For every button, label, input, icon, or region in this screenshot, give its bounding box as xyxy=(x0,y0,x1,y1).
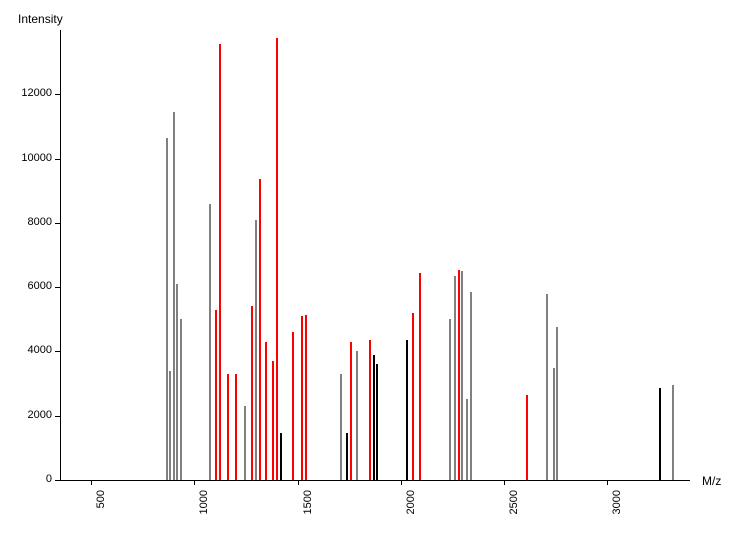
peak-bar xyxy=(227,374,229,480)
peak-bar xyxy=(449,319,451,480)
peak-bar xyxy=(419,273,421,480)
peak-bar xyxy=(556,327,558,480)
peak-bar xyxy=(350,342,352,480)
peak-bar xyxy=(553,368,555,481)
y-tick-label: 12000 xyxy=(10,87,52,99)
x-tick-label: 2500 xyxy=(508,490,520,524)
peak-bar xyxy=(215,310,217,480)
peak-bar xyxy=(376,364,378,480)
peak-bar xyxy=(292,332,294,480)
peak-bar xyxy=(251,306,253,480)
y-tick xyxy=(55,287,60,288)
x-tick-label: 500 xyxy=(95,490,107,524)
peak-bar xyxy=(301,316,303,480)
peak-bar xyxy=(466,399,468,480)
peak-bar xyxy=(470,292,472,480)
y-tick-label: 4000 xyxy=(10,344,52,356)
peak-bar xyxy=(454,276,456,480)
x-axis-title: M/z xyxy=(702,474,721,488)
peak-bar xyxy=(272,361,274,480)
peak-bar xyxy=(659,388,661,480)
peak-bar xyxy=(173,112,175,480)
y-axis xyxy=(60,30,61,480)
x-tick xyxy=(194,480,195,485)
y-tick xyxy=(55,480,60,481)
peak-bar xyxy=(265,342,267,480)
peak-bar xyxy=(412,313,414,480)
x-tick xyxy=(91,480,92,485)
y-axis-title: Intensity xyxy=(18,12,63,26)
peak-bar xyxy=(672,385,674,480)
peak-bar xyxy=(373,355,375,480)
peak-bar xyxy=(169,371,171,480)
y-tick xyxy=(55,94,60,95)
peak-bar xyxy=(546,294,548,480)
peak-bar xyxy=(461,271,463,480)
y-tick-label: 6000 xyxy=(10,280,52,292)
y-tick-label: 0 xyxy=(10,473,52,485)
y-tick xyxy=(55,351,60,352)
peak-bar xyxy=(259,179,261,480)
x-tick xyxy=(504,480,505,485)
peak-bar xyxy=(406,340,408,480)
peak-bar xyxy=(305,315,307,480)
y-tick-label: 10000 xyxy=(10,152,52,164)
x-axis xyxy=(60,480,690,481)
peak-bar xyxy=(235,374,237,480)
peak-bar xyxy=(369,340,371,480)
peak-bar xyxy=(340,374,342,480)
x-tick-label: 1500 xyxy=(302,490,314,524)
peak-bar xyxy=(526,395,528,480)
peak-bar xyxy=(219,44,221,481)
x-tick-label: 2000 xyxy=(405,490,417,524)
peak-bar xyxy=(280,433,282,480)
x-tick xyxy=(401,480,402,485)
peak-bar xyxy=(209,204,211,480)
y-tick xyxy=(55,416,60,417)
y-tick-label: 2000 xyxy=(10,409,52,421)
x-tick-label: 1000 xyxy=(198,490,210,524)
peak-bar xyxy=(255,220,257,480)
peak-bar xyxy=(346,433,348,480)
x-tick-label: 3000 xyxy=(611,490,623,524)
x-tick xyxy=(607,480,608,485)
y-tick xyxy=(55,223,60,224)
peak-bar xyxy=(458,270,460,480)
peak-bar xyxy=(356,351,358,480)
peak-bar xyxy=(176,284,178,480)
peak-bar xyxy=(244,406,246,480)
peak-bar xyxy=(180,319,182,480)
x-tick xyxy=(298,480,299,485)
y-tick-label: 8000 xyxy=(10,216,52,228)
y-tick xyxy=(55,159,60,160)
peak-bar xyxy=(276,38,278,480)
